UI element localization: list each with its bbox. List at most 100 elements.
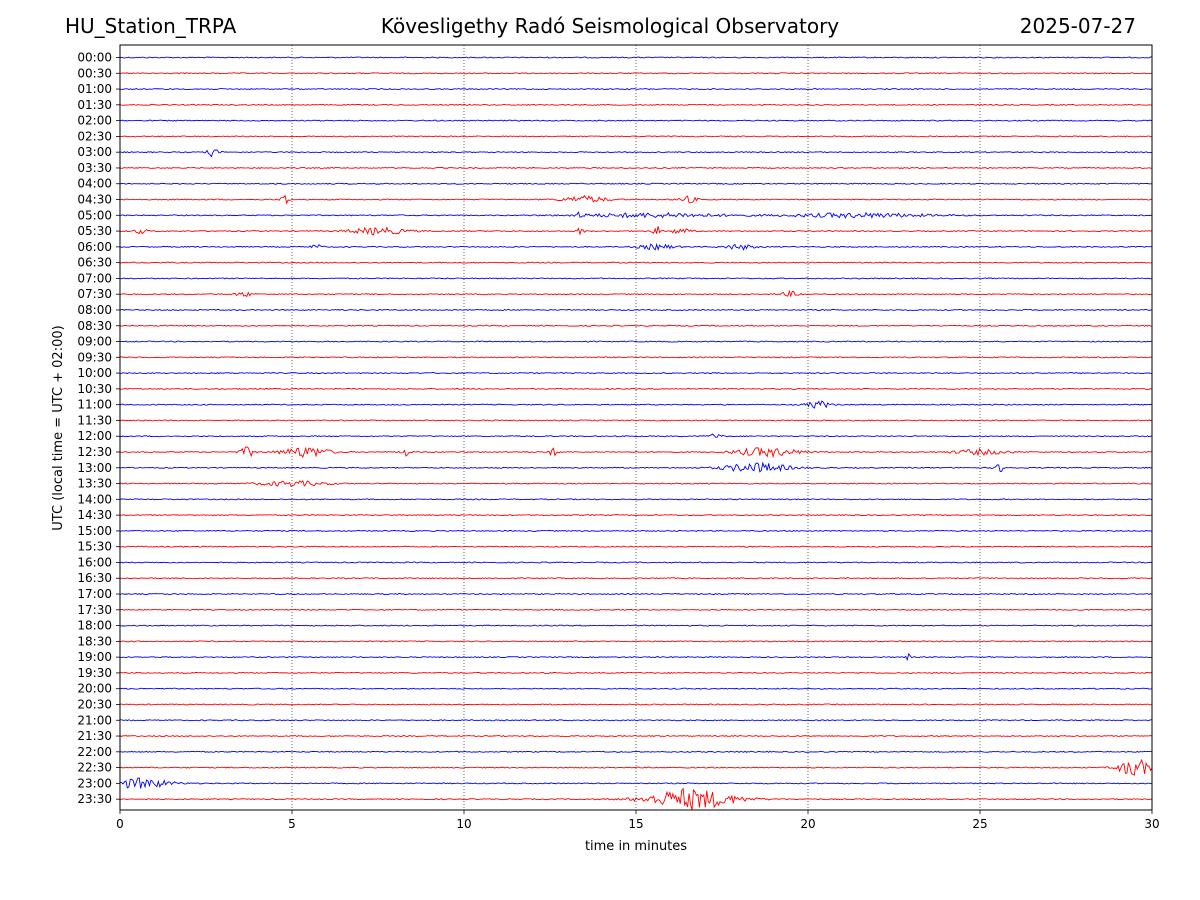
trace-0600: [119, 242, 1153, 251]
chart-title: Kövesligethy Radó Seismological Observat…: [380, 14, 840, 38]
trace-0230: [119, 135, 1153, 138]
y-tick-label: 22:30: [77, 761, 112, 775]
trace-0130: [119, 103, 1153, 106]
trace-0430: [119, 194, 1153, 205]
trace-1100: [119, 400, 1153, 409]
y-tick-label: 23:00: [77, 776, 112, 790]
y-tick-label: 11:30: [77, 413, 112, 427]
trace-0100: [119, 88, 1153, 91]
trace-0800: [119, 308, 1153, 312]
trace-2000: [119, 687, 1153, 690]
trace-0700: [119, 277, 1153, 280]
trace-0900: [119, 340, 1153, 343]
y-axis-label: UTC (local time = UTC + 02:00): [51, 325, 66, 530]
y-tick-label: 08:00: [77, 303, 112, 317]
chart-date: 2025-07-27: [1019, 14, 1136, 38]
station-name: HU_Station_TRPA: [65, 14, 237, 38]
trace-0030: [119, 72, 1153, 75]
trace-0000: [119, 56, 1153, 59]
y-tick-label: 21:30: [77, 729, 112, 743]
trace-1400: [119, 498, 1153, 501]
trace-1700: [119, 592, 1153, 596]
seismic-traces: [119, 56, 1153, 811]
y-tick-label: 01:00: [77, 82, 112, 96]
y-tick-label: 16:00: [77, 555, 112, 569]
y-tick-label: 14:30: [77, 508, 112, 522]
x-tick-label: 5: [288, 817, 296, 831]
y-tick-label: 22:00: [77, 745, 112, 759]
trace-0400: [119, 182, 1153, 185]
trace-1030: [119, 387, 1153, 390]
y-tick-label: 04:30: [77, 193, 112, 207]
y-tick-label: 02:00: [77, 114, 112, 128]
y-tick-label: 11:00: [77, 398, 112, 412]
grid-lines: [291, 45, 981, 810]
trace-1130: [119, 419, 1153, 422]
y-tick-label: 08:30: [77, 319, 112, 333]
trace-0500: [119, 211, 1153, 219]
trace-1200: [119, 433, 1153, 438]
trace-1500: [119, 529, 1153, 532]
trace-0630: [119, 261, 1153, 264]
y-tick-label: 02:30: [77, 129, 112, 143]
x-tick-label: 15: [628, 817, 643, 831]
trace-2130: [119, 734, 1153, 738]
trace-1800: [119, 624, 1153, 627]
trace-0530: [119, 226, 1153, 236]
trace-1300: [119, 461, 1153, 473]
y-tick-label: 00:00: [77, 51, 112, 65]
trace-0330: [119, 166, 1153, 169]
y-tick-label: 05:00: [77, 208, 112, 222]
trace-1930: [119, 671, 1153, 674]
x-tick-label: 10: [456, 817, 471, 831]
x-tick-label: 25: [972, 817, 987, 831]
y-tick-label: 03:30: [77, 161, 112, 175]
trace-1630: [119, 577, 1153, 580]
trace-1430: [119, 514, 1153, 517]
y-tick-label: 09:00: [77, 335, 112, 349]
y-tick-label: 18:00: [77, 619, 112, 633]
y-tick-label: 00:30: [77, 66, 112, 80]
y-tick-label: 20:00: [77, 682, 112, 696]
y-tick-label: 13:00: [77, 461, 112, 475]
y-tick-label: 15:30: [77, 540, 112, 554]
y-tick-label: 19:30: [77, 666, 112, 680]
trace-2100: [119, 719, 1153, 722]
trace-2300: [119, 777, 1153, 789]
trace-0930: [119, 356, 1153, 359]
y-tick-label: 12:00: [77, 429, 112, 443]
y-tick-label: 10:00: [77, 366, 112, 380]
y-tick-label: 12:30: [77, 445, 112, 459]
y-tick-label: 23:30: [77, 792, 112, 806]
trace-0300: [119, 149, 1153, 158]
x-axis-ticks: 0 5 10 15 20 25 30: [116, 810, 1160, 831]
y-tick-label: 17:00: [77, 587, 112, 601]
y-tick-label: 20:30: [77, 697, 112, 711]
y-tick-label: 19:00: [77, 650, 112, 664]
y-tick-label: 05:30: [77, 224, 112, 238]
y-tick-label: 06:30: [77, 256, 112, 270]
y-tick-label: 18:30: [77, 634, 112, 648]
y-tick-label: 06:00: [77, 240, 112, 254]
trace-1900: [119, 652, 1153, 662]
y-tick-label: 14:00: [77, 492, 112, 506]
y-tick-label: 15:00: [77, 524, 112, 538]
trace-2030: [119, 703, 1153, 706]
y-tick-label: 01:30: [77, 98, 112, 112]
y-tick-label: 09:30: [77, 350, 112, 364]
y-tick-label: 07:00: [77, 271, 112, 285]
y-tick-label: 07:30: [77, 287, 112, 301]
x-tick-label: 30: [1144, 817, 1159, 831]
y-tick-label: 04:00: [77, 177, 112, 191]
trace-1530: [119, 545, 1153, 548]
x-tick-label: 20: [800, 817, 815, 831]
trace-2330: [119, 787, 1153, 811]
trace-2230: [119, 758, 1153, 776]
trace-0730: [120, 289, 1153, 298]
trace-0200: [119, 119, 1153, 122]
trace-0830: [119, 324, 1153, 327]
trace-1830: [119, 640, 1153, 643]
trace-1600: [119, 561, 1153, 564]
